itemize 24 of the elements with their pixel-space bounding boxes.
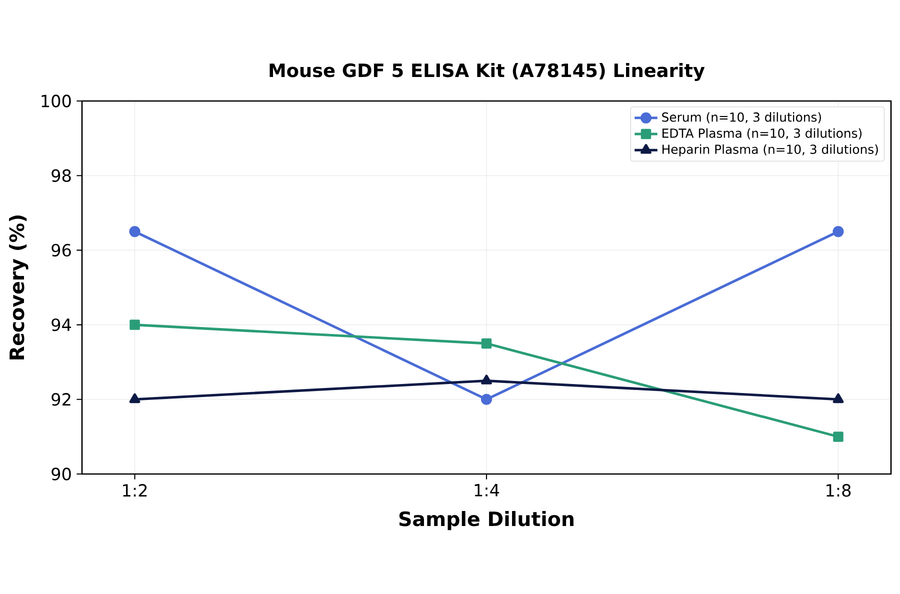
x-axis-title: Sample Dilution bbox=[399, 511, 574, 530]
chart-title: Mouse GDF 5 ELISA Kit (A78145) Linearity bbox=[270, 63, 705, 81]
point bbox=[129, 393, 140, 404]
y-tick-label: 100 bbox=[42, 94, 71, 108]
x-tick-label: 1:2 bbox=[123, 484, 147, 497]
legend-label: Heparin Plasma (n=10, 3 dilutions) bbox=[662, 144, 878, 156]
y-tick-label: 92 bbox=[52, 393, 70, 406]
y-axis-title: Recovery (%) bbox=[9, 216, 28, 360]
point bbox=[833, 432, 844, 442]
x-tick-label: 1:4 bbox=[474, 484, 500, 496]
x-tick-label: 1:8 bbox=[826, 484, 851, 497]
point bbox=[129, 226, 140, 238]
y-tick-label: 90 bbox=[52, 468, 71, 480]
legend-label: Serum (n=10, 3 dilutions) bbox=[662, 112, 821, 124]
point bbox=[130, 320, 140, 330]
y-tick-label: 94 bbox=[52, 318, 72, 332]
point bbox=[481, 338, 492, 349]
y-tick-label: 98 bbox=[52, 169, 71, 182]
point bbox=[480, 394, 492, 405]
y-tick-label: 96 bbox=[52, 244, 71, 257]
legend-label: EDTA Plasma (n=10, 3 dilutions) bbox=[662, 128, 862, 140]
point bbox=[832, 226, 844, 238]
point bbox=[481, 374, 492, 384]
point bbox=[832, 393, 844, 404]
